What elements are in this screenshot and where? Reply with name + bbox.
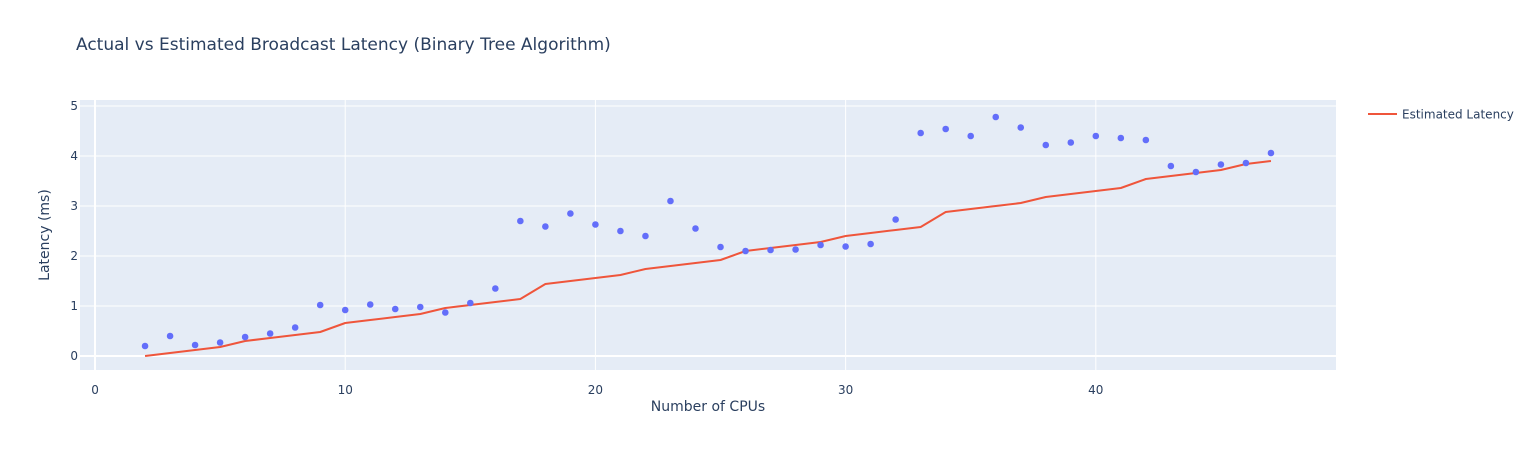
actual-latency-point[interactable] bbox=[817, 241, 824, 249]
actual-latency-point[interactable] bbox=[166, 332, 174, 340]
points-layer bbox=[141, 113, 1275, 350]
chart-title: Actual vs Estimated Broadcast Latency (B… bbox=[76, 35, 611, 55]
actual-latency-point[interactable] bbox=[416, 303, 424, 311]
actual-latency-point[interactable] bbox=[1267, 149, 1275, 157]
x-tick-label: 20 bbox=[588, 383, 603, 397]
actual-latency-point[interactable] bbox=[792, 246, 799, 253]
actual-latency-point[interactable] bbox=[1042, 141, 1050, 149]
x-tick-label: 10 bbox=[338, 383, 353, 397]
actual-latency-point[interactable] bbox=[1217, 161, 1225, 168]
actual-latency-point[interactable] bbox=[141, 342, 149, 350]
x-tick-label: 0 bbox=[91, 383, 99, 397]
y-tick-label: 5 bbox=[70, 99, 78, 113]
actual-latency-point[interactable] bbox=[617, 227, 624, 235]
estimated-latency-line[interactable] bbox=[144, 160, 1272, 357]
actual-latency-point[interactable] bbox=[467, 299, 474, 307]
actual-latency-point[interactable] bbox=[1242, 159, 1250, 167]
actual-latency-point[interactable] bbox=[842, 243, 849, 250]
actual-latency-point[interactable] bbox=[992, 113, 1000, 121]
actual-latency-point[interactable] bbox=[517, 217, 524, 225]
actual-latency-point[interactable] bbox=[216, 339, 224, 346]
actual-latency-point[interactable] bbox=[867, 240, 874, 248]
y-tick-label: 2 bbox=[70, 249, 78, 263]
x-tick-label: 30 bbox=[838, 383, 853, 397]
y-tick-label: 1 bbox=[70, 299, 78, 313]
actual-latency-point[interactable] bbox=[692, 225, 699, 232]
y-axis-label: Latency (ms) bbox=[37, 189, 53, 281]
actual-latency-point[interactable] bbox=[667, 197, 674, 205]
actual-latency-point[interactable] bbox=[767, 246, 774, 254]
actual-latency-point[interactable] bbox=[316, 301, 324, 309]
actual-latency-point[interactable] bbox=[1117, 134, 1125, 142]
actual-latency-point[interactable] bbox=[1142, 136, 1150, 144]
x-axis-label: Number of CPUs bbox=[651, 399, 765, 415]
actual-latency-point[interactable] bbox=[917, 129, 924, 137]
actual-latency-point[interactable] bbox=[717, 243, 724, 251]
legend-item-estimated-latency: Estimated Latency bbox=[1402, 108, 1514, 122]
actual-latency-point[interactable] bbox=[291, 324, 299, 331]
line-layer bbox=[144, 160, 1272, 357]
y-tick-label: 0 bbox=[70, 349, 78, 363]
actual-latency-point[interactable] bbox=[892, 216, 899, 223]
actual-latency-point[interactable] bbox=[191, 341, 199, 349]
y-tick-label: 3 bbox=[70, 199, 78, 213]
actual-latency-point[interactable] bbox=[341, 306, 349, 314]
actual-latency-point[interactable] bbox=[742, 247, 749, 255]
actual-latency-point[interactable] bbox=[441, 309, 449, 316]
actual-latency-point[interactable] bbox=[241, 333, 249, 341]
actual-latency-point[interactable] bbox=[967, 132, 975, 140]
actual-latency-point[interactable] bbox=[391, 305, 399, 313]
grid-layer bbox=[80, 100, 1336, 370]
actual-latency-point[interactable] bbox=[1017, 124, 1025, 131]
actual-latency-point[interactable] bbox=[1192, 168, 1200, 176]
actual-latency-point[interactable] bbox=[1067, 139, 1075, 146]
actual-latency-point[interactable] bbox=[642, 232, 649, 240]
actual-latency-point[interactable] bbox=[366, 301, 374, 308]
actual-latency-point[interactable] bbox=[492, 285, 499, 292]
actual-latency-point[interactable] bbox=[1167, 162, 1175, 170]
legend[interactable]: Estimated Latency bbox=[1368, 108, 1514, 122]
ticks-layer: 0 10 20 30 40 0 1 2 3 4 5 bbox=[70, 99, 1103, 397]
y-tick-label: 4 bbox=[70, 149, 78, 163]
actual-latency-point[interactable] bbox=[266, 330, 274, 337]
actual-latency-point[interactable] bbox=[567, 210, 574, 217]
plot-area bbox=[80, 100, 1336, 370]
actual-latency-point[interactable] bbox=[592, 221, 599, 228]
actual-latency-point[interactable] bbox=[542, 223, 549, 230]
actual-latency-point[interactable] bbox=[942, 125, 949, 133]
x-tick-label: 40 bbox=[1088, 383, 1103, 397]
actual-latency-point[interactable] bbox=[1092, 132, 1100, 140]
